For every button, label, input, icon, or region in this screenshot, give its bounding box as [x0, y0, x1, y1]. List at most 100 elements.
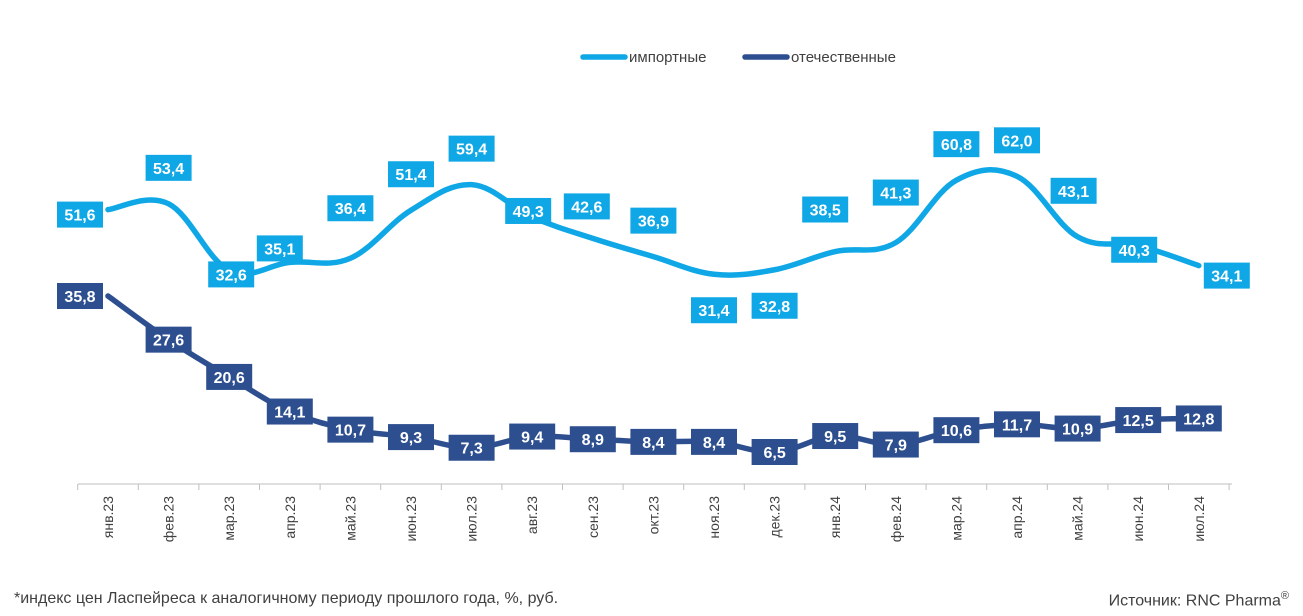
x-tick-label: май.23	[342, 496, 358, 541]
data-label-box	[812, 423, 859, 450]
data-label: 8,4	[642, 435, 664, 452]
data-label-box	[448, 135, 495, 162]
data-label: 62,0	[1001, 133, 1032, 150]
data-label: 43,1	[1058, 184, 1089, 201]
x-tick-label: окт.23	[645, 496, 661, 535]
data-label-box	[569, 426, 616, 453]
data-label-box	[145, 326, 192, 353]
data-label-box	[509, 423, 556, 450]
x-tick-label: фев.24	[888, 496, 904, 542]
data-label: 20,6	[214, 370, 245, 387]
data-label: 27,6	[153, 333, 184, 350]
data-label-box	[256, 235, 303, 262]
x-ticks	[77, 484, 1230, 490]
data-label-box	[872, 179, 919, 206]
data-label: 31,4	[698, 303, 729, 320]
data-label: 10,9	[1062, 422, 1093, 439]
data-label: 8,9	[582, 432, 604, 449]
series-line	[105, 167, 1202, 278]
data-label-box	[802, 196, 849, 223]
data-label-box	[208, 261, 255, 288]
data-label-box	[872, 431, 919, 458]
data-label-box	[388, 161, 434, 188]
data-label: 11,7	[1002, 417, 1032, 434]
data-label-box	[751, 439, 798, 465]
data-label: 10,6	[941, 423, 972, 440]
data-label-box	[505, 197, 552, 224]
data-label-box	[751, 292, 798, 319]
x-tick-label: апр.23	[282, 496, 298, 539]
data-label: 9,4	[521, 430, 543, 447]
data-label: 7,9	[885, 438, 907, 455]
data-label: 9,3	[400, 430, 422, 447]
data-label-box	[57, 283, 103, 309]
x-tick-label: июн.23	[403, 496, 419, 542]
data-label: 6,5	[763, 445, 785, 462]
x-tick-label: дек.23	[767, 496, 783, 538]
data-label-box	[388, 424, 434, 451]
data-label: 35,1	[264, 241, 295, 258]
x-tick-label: мар.23	[221, 496, 237, 541]
data-label: 60,8	[941, 137, 972, 154]
data-label: 36,9	[638, 214, 669, 231]
data-label-box	[563, 193, 610, 220]
data-label: 40,3	[1119, 243, 1150, 260]
data-label: 34,1	[1211, 269, 1242, 286]
data-labels: 51,6 53,4 32,6 35,1 36,4 51,4 59,4 49,3 42,6 36,9…	[57, 127, 1250, 465]
data-label: 35,8	[64, 289, 95, 306]
data-label: 32,6	[216, 267, 247, 284]
data-label-box	[630, 207, 677, 234]
x-tick-label: апр.24	[1009, 496, 1025, 539]
x-tick-label: ноя.23	[706, 496, 722, 539]
data-label-box	[145, 154, 192, 181]
footnote: *индекс цен Ласпейреса к аналогичному пе…	[14, 590, 559, 607]
data-label: 12,5	[1123, 413, 1154, 430]
data-label-box	[1050, 177, 1097, 204]
x-tick-label: май.24	[1070, 496, 1086, 541]
legend: импортные отечественные	[580, 49, 896, 66]
x-tick-label: янв.23	[100, 496, 116, 538]
legend-label: отечественные	[791, 49, 896, 66]
data-label-box	[1203, 262, 1250, 289]
data-label-box	[1175, 405, 1222, 432]
data-label: 53,4	[153, 161, 184, 178]
data-label: 49,3	[513, 204, 544, 221]
x-tick-label: авг.23	[524, 496, 540, 534]
data-label-box	[630, 428, 677, 455]
source-text: Источник: RNC Pharma	[1108, 592, 1281, 610]
data-label: 59,4	[456, 142, 487, 159]
x-tick-label: янв.24	[827, 496, 843, 538]
x-tick-label: июн.24	[1130, 496, 1146, 542]
data-label: 51,4	[395, 167, 426, 184]
data-label: 41,3	[880, 186, 911, 203]
data-label-box	[1054, 415, 1101, 442]
data-label-box	[57, 201, 103, 228]
data-label-box	[933, 417, 980, 444]
x-tick-label: фев.23	[161, 496, 177, 542]
data-label: 38,5	[810, 203, 841, 220]
data-label: 12,8	[1183, 411, 1214, 428]
x-tick-label: мар.24	[948, 496, 964, 541]
data-label-box	[691, 428, 737, 455]
x-tick-label: июл.24	[1191, 496, 1207, 542]
data-label: 36,4	[335, 201, 366, 218]
data-label-box	[1115, 407, 1162, 434]
data-label-box	[994, 411, 1040, 438]
data-label: 42,6	[571, 199, 602, 216]
data-label-box	[448, 434, 495, 461]
x-tick-label: июл.23	[464, 496, 480, 542]
data-label: 8,4	[703, 435, 725, 452]
data-label: 14,1	[274, 405, 305, 422]
x-tick-label: сен.23	[585, 496, 601, 538]
data-label-box	[327, 416, 374, 443]
source-note: Источник: RNC Pharma®	[1109, 590, 1289, 610]
data-label: 9,5	[824, 429, 846, 446]
data-label: 10,7	[335, 423, 366, 440]
data-label-box	[206, 363, 253, 390]
x-tick-labels: янв.23 фев.23 мар.23 апр.23 май.23 июн.23 июл.…	[100, 496, 1207, 542]
data-label-box	[933, 131, 980, 158]
registered-mark: ®	[1280, 590, 1289, 602]
data-label: 32,8	[759, 299, 790, 316]
data-label-box	[691, 297, 737, 324]
